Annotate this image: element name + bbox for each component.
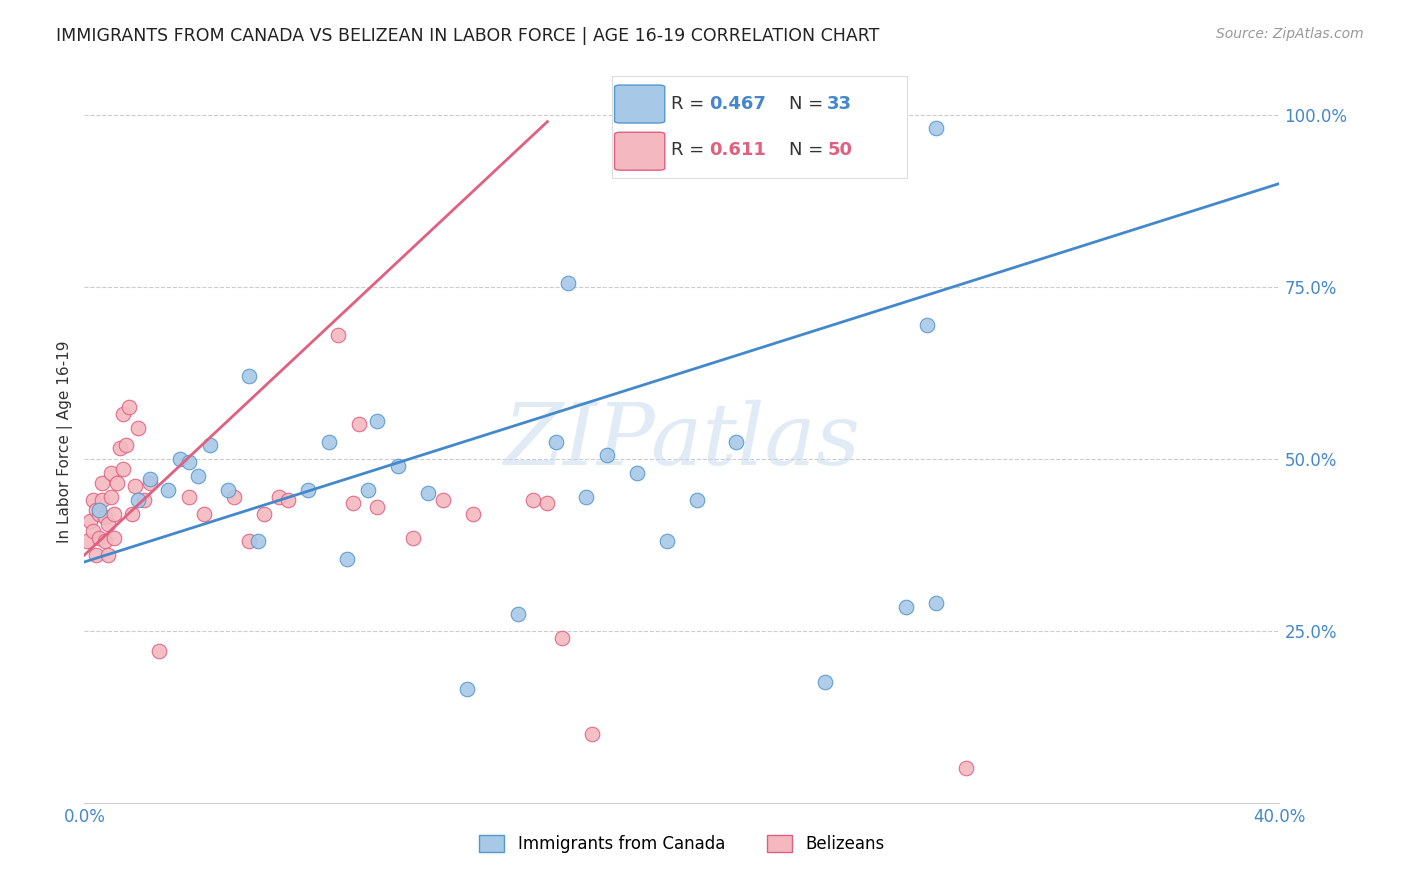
Point [100,490,122,504]
Point [342,496,364,510]
Point [169,451,191,466]
Point [277,493,299,508]
Point [89,503,111,517]
Point [402,531,425,545]
Point [79,514,101,528]
Point [115,438,138,452]
Point [118,400,141,414]
Point [157,483,180,497]
Point [97,517,120,532]
Point [100,466,122,480]
Point [238,369,260,384]
Point [222,490,245,504]
Text: 50: 50 [827,141,852,159]
Point [336,551,359,566]
Point [112,407,135,421]
Text: 33: 33 [827,95,852,113]
Point [522,493,544,508]
Point [103,507,125,521]
Point [91,493,114,508]
Point [124,479,146,493]
Text: R =: R = [671,95,710,113]
Point [366,500,388,514]
Point [86,503,108,517]
Point [915,318,938,332]
Point [894,599,917,614]
Point [387,458,409,473]
Point [686,493,709,508]
Point [536,496,558,510]
Point [461,507,484,521]
Point [94,510,117,524]
Point [297,483,319,497]
Point [671,128,693,143]
Point [267,490,290,504]
Point [546,434,568,449]
Point [86,548,108,562]
Point [724,434,747,449]
Point [366,414,388,428]
Point [253,507,276,521]
Legend: Immigrants from Canada, Belizeans: Immigrants from Canada, Belizeans [472,828,891,860]
Point [82,493,104,508]
Point [506,607,529,621]
Point [132,493,156,508]
Point [318,434,340,449]
Point [416,486,439,500]
Text: R =: R = [671,141,716,159]
Point [105,475,128,490]
Text: 0.611: 0.611 [709,141,766,159]
Point [76,534,98,549]
Point [814,675,837,690]
Point [456,682,478,697]
Point [328,327,350,342]
Point [626,466,648,480]
Point [148,644,170,658]
Point [557,277,579,291]
Point [575,490,598,504]
Point [177,490,200,504]
Point [238,534,260,549]
Point [193,507,215,521]
Point [925,121,948,136]
Y-axis label: In Labor Force | Age 16-19: In Labor Force | Age 16-19 [58,340,73,543]
Point [127,421,149,435]
Point [357,483,380,497]
Point [91,475,114,490]
Point [139,472,162,486]
Point [217,483,239,497]
Point [596,448,619,462]
Point [139,475,162,490]
FancyBboxPatch shape [614,132,665,170]
Point [121,507,143,521]
Point [198,438,221,452]
Text: ZIPatlas: ZIPatlas [503,401,860,483]
Point [89,507,111,521]
Point [177,455,200,469]
Point [925,596,948,610]
FancyBboxPatch shape [614,85,665,123]
Point [349,417,371,432]
Point [955,761,977,775]
Text: N =: N = [789,95,828,113]
Text: 0.467: 0.467 [709,95,766,113]
Point [82,524,104,538]
Text: Source: ZipAtlas.com: Source: ZipAtlas.com [1216,27,1364,41]
Point [97,548,120,562]
Point [246,534,269,549]
Point [103,531,125,545]
Point [655,534,678,549]
Point [187,469,209,483]
Point [112,462,135,476]
Point [551,631,574,645]
Point [432,493,454,508]
Text: N =: N = [789,141,828,159]
Point [110,442,132,456]
Point [581,727,603,741]
Point [127,493,149,508]
Point [89,531,111,545]
Text: IMMIGRANTS FROM CANADA VS BELIZEAN IN LABOR FORCE | AGE 16-19 CORRELATION CHART: IMMIGRANTS FROM CANADA VS BELIZEAN IN LA… [56,27,880,45]
Point [94,534,117,549]
